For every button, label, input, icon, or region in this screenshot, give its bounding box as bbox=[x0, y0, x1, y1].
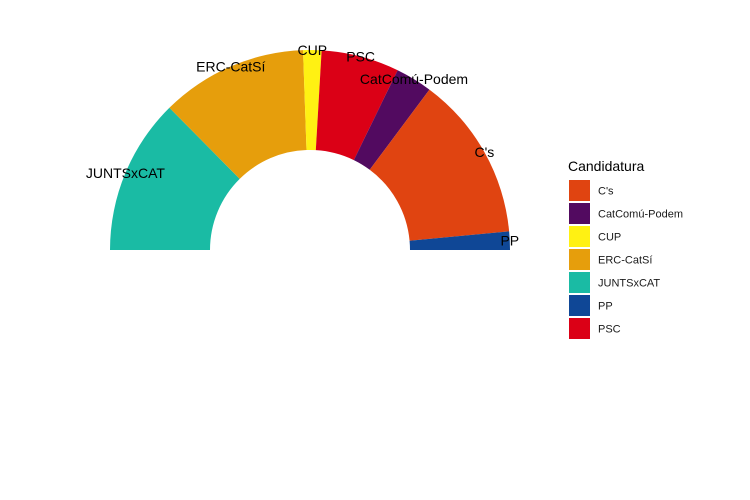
slice-cup bbox=[303, 49, 322, 151]
legend-swatch-psc bbox=[569, 318, 590, 339]
legend-items: C's CatComú-Podem CUP ERC-CatSí JUNTSxCAT PP P… bbox=[569, 180, 683, 339]
legend-swatch-juntsxcat bbox=[569, 272, 590, 293]
slice-c-s bbox=[369, 89, 510, 241]
slice-label-erc-cats: ERC-CatSí bbox=[196, 58, 265, 74]
slice-label-cup: CUP bbox=[298, 42, 328, 58]
legend: Candidatura C's CatComú-Podem CUP ERC-CatSí… bbox=[568, 158, 683, 339]
slice-psc bbox=[315, 50, 398, 161]
slice-label-catcom-podem: CatComú-Podem bbox=[360, 71, 468, 87]
slice-erc-cats bbox=[169, 50, 307, 179]
slice-label-pp: PP bbox=[500, 233, 519, 249]
slice-juntsxcat bbox=[110, 107, 240, 250]
legend-swatch-c-s bbox=[569, 180, 590, 201]
slice-label-psc: PSC bbox=[346, 49, 375, 65]
legend-label-psc: PSC bbox=[598, 324, 621, 336]
legend-label-cup: CUP bbox=[598, 232, 621, 244]
chart-slices bbox=[110, 49, 510, 250]
slice-label-juntsxcat: JUNTSxCAT bbox=[86, 165, 166, 181]
legend-swatch-pp bbox=[569, 295, 590, 316]
legend-title: Candidatura bbox=[568, 158, 644, 174]
slice-catcom-podem bbox=[353, 70, 430, 170]
slice-label-c-s: C's bbox=[474, 144, 494, 160]
legend-swatch-erc-cats bbox=[569, 249, 590, 270]
chart-slice-labels: JUNTSxCAT ERC-CatSí CUP PSC CatComú-Podem C's… bbox=[86, 42, 519, 249]
legend-label-pp: PP bbox=[598, 301, 613, 313]
legend-label-juntsxcat: JUNTSxCAT bbox=[598, 278, 660, 290]
legend-swatch-cup bbox=[569, 226, 590, 247]
legend-label-catcom-podem: CatComú-Podem bbox=[598, 209, 683, 221]
legend-swatch-catcom-podem bbox=[569, 203, 590, 224]
slice-pp bbox=[409, 231, 510, 250]
legend-label-erc-cats: ERC-CatSí bbox=[598, 255, 652, 267]
legend-label-c-s: C's bbox=[598, 186, 614, 198]
